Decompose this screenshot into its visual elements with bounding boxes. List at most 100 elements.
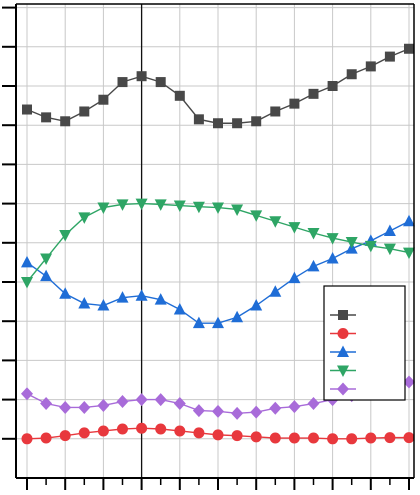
series-1-point [117,77,128,88]
series-1-point [155,77,166,88]
series-2-point [155,423,167,435]
series-2-point [212,429,224,441]
series-1-point [384,51,395,62]
series-3-point [212,316,224,329]
series-1-point [251,116,262,127]
series-1-point [174,90,185,101]
series-1-point [289,98,300,109]
series-5-point [269,401,282,415]
series-3-point [269,285,282,297]
legend-entry-3-marker [337,345,349,357]
series-4-point [383,243,396,256]
series-5-point [288,400,301,414]
series-5-point [21,387,33,401]
series-4-point [192,201,205,214]
legend-entry-5-marker [337,382,349,396]
series-4-point [212,202,224,215]
series-3-point [78,297,91,309]
series-2-point [269,432,281,444]
series-2-point [346,433,358,445]
series-5-point [78,400,91,414]
series-2-point [250,431,262,443]
series-3-point [135,289,148,301]
series-4-point [97,202,110,215]
legend-box [323,285,406,401]
series-1-point [270,106,281,117]
series-4-point [345,237,358,249]
series-2-point [308,432,319,444]
series-1-point [404,43,414,54]
series-5-point [116,395,129,409]
series-5-point [154,393,167,407]
series-2-point [327,433,339,445]
series-1-point [327,81,338,91]
series-2-point [136,422,148,434]
series-5-point [97,398,110,412]
series-2-point [174,425,186,437]
series-3-point [307,259,320,272]
legend-entry-4-marker [337,365,349,377]
series-4-point [40,253,53,265]
series-5-point [59,400,72,414]
series-5-point [212,404,224,418]
series-2-point [403,432,415,444]
series-1-point [308,88,319,99]
series-2-point [384,432,396,444]
series-4-point [269,216,282,228]
series-4-point [307,228,320,240]
series-3-point [173,302,186,315]
series-2-point [365,432,377,444]
legend-entry-1-marker [338,310,348,320]
series-5-point [135,393,148,407]
series-4-point [250,210,263,222]
series-5-point [173,397,186,411]
series-3-point [403,214,415,227]
series-3-point [250,299,263,311]
series-4-point [59,229,72,242]
series-3-point [116,291,129,303]
series-2-point [40,432,52,444]
series-1-point [346,69,357,80]
series-5-point [403,375,415,389]
series-2-point [78,427,90,439]
series-1-point [136,71,147,82]
series-4-point [231,204,244,216]
series-3-point [383,224,396,237]
series-5-point [40,397,53,411]
series-1-point [60,116,71,127]
legend-entry-2-marker [337,328,349,339]
series-4-point [364,240,377,253]
series-4-point [135,198,148,211]
series-3-point [59,287,72,299]
series-4-point [116,199,129,211]
series-1-point [98,94,109,105]
series-1-point [193,114,204,125]
series-3-point [288,271,301,284]
series-3-point [326,251,339,264]
series-5-point [231,406,244,420]
legend [323,285,406,401]
series-4-point [21,277,33,289]
series-5-point [307,397,320,411]
series-1 [22,43,414,129]
series-4-point [326,233,339,245]
series-2-point [231,430,243,442]
series-4-point [78,212,91,224]
series-2 [21,422,415,445]
series-4-point [403,247,415,260]
series-4 [21,198,415,289]
series-3-point [97,299,110,311]
series-2-point [193,427,205,439]
series-3-point [192,316,205,329]
series-1-point [365,61,376,72]
series-1-point [22,104,32,115]
series-3-point [21,255,33,268]
series-3-point [231,310,244,323]
series-4-point [288,222,301,234]
series-2-point [97,425,109,437]
series-4-point [154,199,167,211]
series-3-point [154,293,167,305]
axis-ticks [2,6,410,490]
